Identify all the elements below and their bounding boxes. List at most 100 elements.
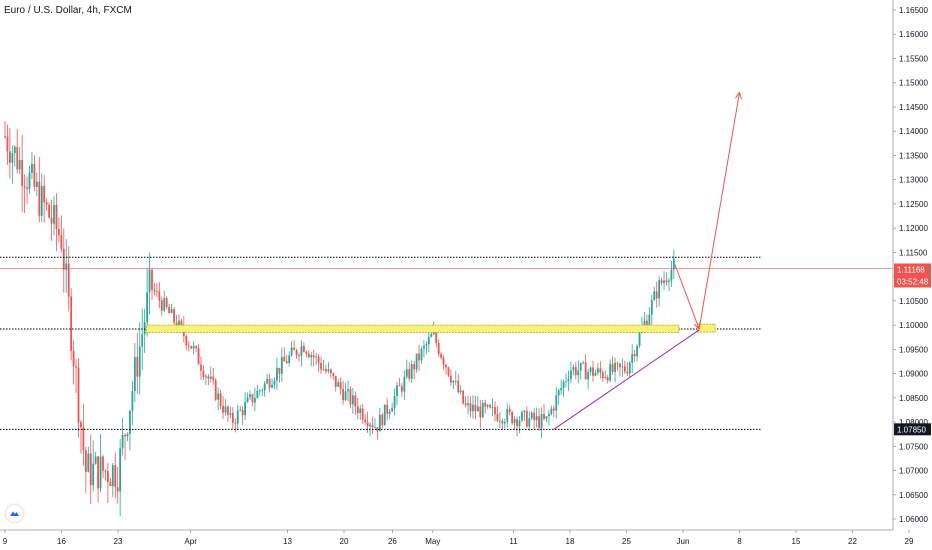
candle-up [53, 204, 55, 224]
projection-arrowhead-down [693, 321, 701, 331]
candle-up [288, 355, 291, 364]
time-tick-label: 16 [57, 537, 66, 546]
candle-up [352, 395, 354, 405]
candle-up [266, 378, 269, 384]
candle-down [241, 409, 244, 416]
candle-down [401, 386, 403, 392]
candle-down [489, 404, 491, 408]
candle-up [254, 398, 256, 403]
candle-up [420, 348, 423, 361]
candle-up [481, 402, 484, 418]
candle-down [190, 346, 193, 349]
candle-down [386, 404, 389, 414]
candle-down [283, 356, 286, 362]
candle-down [295, 349, 298, 356]
candle-down [151, 269, 153, 290]
candle-up [491, 407, 494, 408]
candle-up [276, 367, 278, 381]
candle-down [202, 370, 205, 378]
time-tick-label: 20 [340, 537, 349, 546]
candle-down [234, 422, 237, 424]
candle-up [129, 410, 131, 435]
candle-up [643, 320, 646, 327]
candle-up [273, 380, 276, 385]
candle-down [222, 405, 224, 413]
candle-down [633, 353, 636, 357]
candle-up [663, 280, 665, 284]
last-price-badge [894, 263, 931, 276]
candle-down [107, 471, 109, 483]
candle-down [195, 346, 197, 349]
candle-down [371, 424, 374, 428]
candle-down [325, 369, 327, 372]
support-trendline [553, 329, 700, 430]
candle-down [511, 411, 514, 424]
candle-up [383, 404, 386, 426]
candle-down [84, 450, 87, 472]
candle-up [170, 309, 173, 314]
candle-down [533, 412, 536, 421]
candle-up [369, 424, 371, 427]
time-tick-label: 15 [792, 537, 801, 546]
candle-up [550, 408, 553, 414]
candle-down [445, 364, 447, 368]
candle-up [582, 362, 585, 364]
candle-up [454, 380, 457, 382]
candle-up [530, 412, 533, 419]
candle-down [349, 389, 352, 405]
candle-up [246, 397, 249, 402]
price-tick-label: 1.12500 [899, 200, 928, 209]
candle-down [665, 280, 668, 283]
candle-up [359, 408, 362, 414]
candle-down [82, 427, 85, 451]
candle-down [50, 217, 53, 224]
candle-up [535, 416, 538, 421]
time-tick-label: 8 [737, 537, 742, 546]
candle-up [280, 356, 283, 374]
candle-up [452, 380, 455, 383]
candle-up [205, 376, 207, 378]
candle-down [104, 470, 107, 472]
candle-down [418, 353, 420, 361]
support-level-badge-text: 1.07850 [897, 425, 926, 434]
price-tick-label: 1.15000 [899, 79, 928, 88]
candle-up [658, 280, 661, 299]
time-tick-label: 29 [905, 537, 914, 546]
countdown-badge-text: 03:52:48 [897, 277, 929, 286]
candle-up [244, 401, 246, 416]
candle-down [67, 263, 70, 297]
candles-layer [4, 121, 675, 517]
candle-up [650, 300, 653, 315]
candle-up [638, 332, 641, 346]
candle-up [322, 369, 325, 370]
candle-up [141, 334, 144, 347]
candle-down [334, 375, 337, 387]
candle-down [185, 336, 188, 346]
candle-down [606, 377, 609, 381]
candle-down [23, 186, 26, 188]
candle-up [653, 291, 656, 301]
candle-up [87, 453, 90, 472]
candle-up [327, 369, 330, 372]
tradingview-logo-icon[interactable] [6, 505, 23, 522]
candle-down [278, 367, 281, 374]
candle-up [13, 146, 16, 154]
candle-down [173, 309, 175, 323]
candle-down [89, 453, 92, 486]
candle-up [577, 370, 580, 376]
candle-up [430, 334, 433, 337]
candle-down [462, 390, 465, 404]
time-tick-label: Jun [677, 537, 690, 546]
time-tick-label: Apr [184, 537, 197, 546]
candle-up [614, 362, 616, 372]
candle-up [597, 368, 599, 373]
candle-down [339, 382, 342, 389]
candle-down [114, 465, 117, 488]
candle-up [138, 346, 141, 377]
candle-down [356, 406, 359, 414]
candle-up [587, 371, 589, 380]
candle-down [187, 345, 190, 347]
candle-down [616, 362, 619, 364]
